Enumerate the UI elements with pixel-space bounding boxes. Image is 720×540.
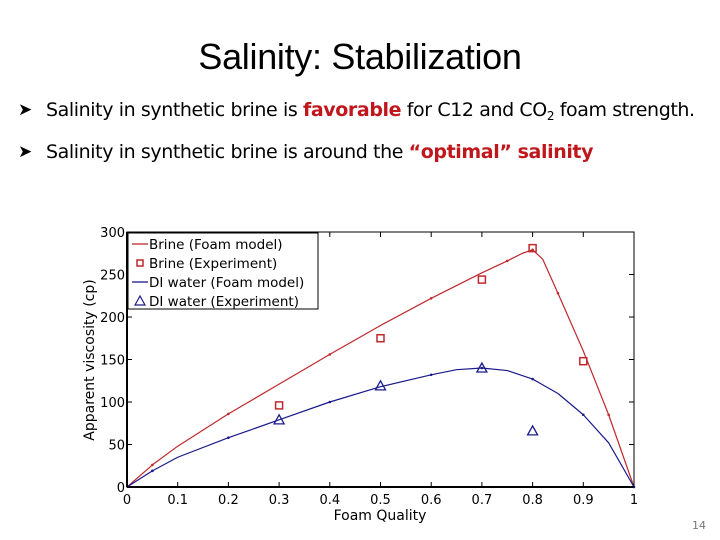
x-tick-label: 0 bbox=[123, 493, 131, 508]
bullet-item: ➤ Salinity in synthetic brine is around … bbox=[18, 138, 708, 166]
y-tick-label: 0 bbox=[117, 481, 125, 496]
square-marker bbox=[274, 401, 284, 410]
x-tick-label: 0.2 bbox=[218, 493, 239, 508]
square-marker bbox=[579, 356, 588, 366]
page-number: 14 bbox=[692, 519, 706, 532]
slide-title: Salinity: Stabilization bbox=[198, 36, 522, 77]
bullet-highlight: “optimal” salinity bbox=[408, 141, 594, 163]
x-tick-label: 0.8 bbox=[522, 493, 543, 508]
viscosity-chart: 0 0.1 0.2 0.3 0.4 0.5 0.6 0.7 0.8 0.9 1 0 50 100 150 2… bbox=[82, 226, 638, 524]
x-tick-label: 0.1 bbox=[167, 493, 188, 508]
chart-legend: Brine (Foam model) Brine (Experiment) DI w… bbox=[127, 232, 319, 310]
y-tick-label: 250 bbox=[100, 269, 125, 284]
x-tick-label: 0.4 bbox=[319, 493, 340, 508]
arrow-bullet-icon: ➤ bbox=[18, 100, 32, 120]
bullet-item: ➤ Salinity in synthetic brine is favorab… bbox=[18, 96, 708, 124]
y-tick-label: 100 bbox=[100, 396, 125, 411]
triangle-marker bbox=[272, 413, 286, 425]
series-line bbox=[126, 367, 635, 488]
bullet-text: foam strength. bbox=[554, 99, 695, 121]
legend-label: DI water (Foam model) bbox=[149, 275, 304, 291]
bullet-text: Salinity in synthetic brine is around th… bbox=[46, 141, 409, 163]
y-tick-label: 50 bbox=[108, 439, 125, 454]
x-tick-label: 0.5 bbox=[370, 493, 391, 508]
x-axis: 0 0.1 0.2 0.3 0.4 0.5 0.6 0.7 0.8 0.9 1 bbox=[123, 232, 638, 508]
legend-box bbox=[127, 232, 319, 310]
bullet-text: Salinity in synthetic brine is bbox=[46, 99, 303, 121]
y-tick-label: 150 bbox=[100, 354, 125, 369]
legend-label: Brine (Foam model) bbox=[149, 237, 283, 253]
bullet-list: ➤ Salinity in synthetic brine is favorab… bbox=[18, 96, 708, 180]
x-axis-label: Foam Quality bbox=[334, 508, 427, 524]
arrow-bullet-icon: ➤ bbox=[18, 142, 32, 162]
bullet-highlight: favorable bbox=[303, 99, 402, 121]
x-tick-label: 0.6 bbox=[421, 493, 442, 508]
square-marker bbox=[528, 243, 537, 253]
square-marker bbox=[376, 334, 385, 343]
triangle-marker bbox=[475, 361, 489, 373]
triangle-marker bbox=[374, 379, 387, 391]
series-line bbox=[126, 249, 635, 488]
triangle-marker bbox=[526, 424, 539, 436]
y-axis-label: Apparent viscosity (cp) bbox=[82, 279, 98, 440]
y-tick-label: 300 bbox=[100, 226, 125, 241]
square-marker bbox=[477, 275, 487, 284]
y-tick-label: 200 bbox=[100, 311, 125, 326]
legend-label: DI water (Experiment) bbox=[149, 294, 299, 310]
x-tick-label: 1 bbox=[630, 493, 638, 508]
bullet-text: for C12 and CO bbox=[401, 99, 547, 121]
x-tick-label: 0.9 bbox=[573, 493, 594, 508]
y-axis: 0 50 100 150 200 250 300 bbox=[100, 226, 634, 496]
subscript: 2 bbox=[546, 109, 555, 123]
legend-label: Brine (Experiment) bbox=[149, 256, 277, 272]
x-tick-label: 0.3 bbox=[269, 493, 290, 508]
x-tick-label: 0.7 bbox=[472, 493, 493, 508]
